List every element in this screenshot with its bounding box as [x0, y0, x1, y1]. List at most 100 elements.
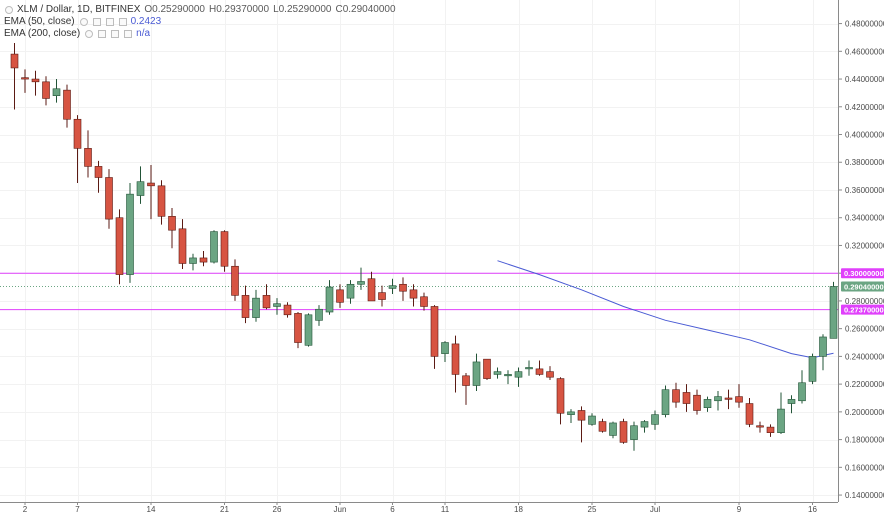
candle [724, 397, 733, 400]
candle [735, 396, 743, 403]
price-label-badge[interactable] [841, 268, 884, 279]
candle [210, 231, 218, 263]
price-axis-label: 0.32000000 [845, 241, 884, 250]
candle [808, 356, 817, 382]
price-label-text: 0.30000000 [844, 269, 884, 278]
indicator-value: 0.2423 [130, 16, 162, 27]
price-axis-label: 0.48000000 [845, 20, 884, 29]
candle [619, 421, 628, 443]
time-axis-label: 11 [441, 505, 450, 514]
candle [609, 422, 617, 436]
candle [126, 193, 134, 275]
candle [252, 297, 260, 318]
candle [294, 313, 302, 343]
candle [756, 425, 764, 428]
eye-icon[interactable] [5, 5, 13, 14]
candle [567, 411, 575, 415]
settings-icon[interactable] [98, 29, 107, 38]
settings-icon[interactable] [92, 17, 101, 26]
time-axis-label: 16 [808, 505, 817, 514]
candle [493, 371, 502, 375]
indicator-value: n/a [136, 28, 151, 39]
price-axis-label: 0.38000000 [845, 158, 884, 167]
candle [745, 403, 754, 425]
ema50-line [497, 260, 834, 359]
candle [115, 217, 124, 275]
candle [399, 283, 407, 292]
price-label-text: 0.29040000 [844, 283, 884, 292]
candle [766, 426, 775, 433]
price-axis-label: 0.26000000 [845, 325, 884, 334]
candle [640, 421, 649, 428]
symbol-legend: XLM / Dollar, 1D, BITFINEX O0.25290000 H… [4, 4, 396, 15]
candle [577, 410, 586, 421]
candle [315, 308, 323, 321]
candle [420, 296, 428, 307]
more-icon[interactable] [118, 17, 127, 26]
candle [546, 371, 554, 378]
candle [84, 148, 92, 167]
time-axis-label: 26 [273, 505, 282, 514]
time-axis-label: 7 [75, 505, 80, 514]
indicator-ema200[interactable]: EMA (200, close) n/a [4, 28, 150, 39]
indicator-ema50[interactable]: EMA (50, close) 0.2423 [4, 16, 161, 27]
eye-icon[interactable] [79, 17, 88, 26]
candle [178, 228, 187, 264]
candle [63, 89, 71, 120]
candle [556, 378, 565, 414]
ohlc-low: L0.25290000 [273, 4, 332, 15]
price-axis-label: 0.34000000 [845, 214, 884, 223]
price-axis-label: 0.28000000 [845, 297, 884, 306]
candle [325, 286, 334, 313]
candle [21, 77, 29, 80]
candle [336, 289, 344, 303]
candle [525, 367, 533, 370]
time-axis-label: 18 [514, 505, 523, 514]
candle [52, 88, 61, 96]
candle [462, 375, 470, 386]
candle [357, 281, 365, 285]
time-axis-label: 25 [588, 505, 597, 514]
candle [42, 81, 50, 99]
close-icon[interactable] [105, 17, 114, 26]
candle [535, 368, 544, 375]
candle [829, 286, 838, 339]
candle [661, 389, 670, 415]
price-label-badge[interactable] [841, 304, 884, 315]
candle [157, 185, 166, 217]
candle [147, 182, 155, 187]
candle [31, 78, 40, 83]
candle [94, 166, 103, 178]
ohlc-high: H0.29370000 [209, 4, 270, 15]
candle [346, 283, 355, 299]
candle [693, 394, 701, 411]
candle [504, 374, 512, 377]
candle [409, 289, 418, 299]
price-axis-label: 0.24000000 [845, 352, 884, 361]
time-axis-label: Jul [650, 505, 660, 514]
price-axis-label: 0.18000000 [845, 436, 884, 445]
candle [105, 177, 113, 220]
candle [787, 399, 796, 404]
price-label-badge[interactable] [841, 281, 884, 292]
price-axis-label: 0.14000000 [845, 491, 884, 500]
candle [819, 336, 827, 357]
candle [199, 257, 208, 263]
ohlc-open: O0.25290000 [144, 4, 205, 15]
candle [73, 118, 82, 149]
candle [651, 414, 659, 425]
price-axis-label: 0.44000000 [845, 75, 884, 84]
candle [231, 265, 239, 296]
price-label-text: 0.27370000 [844, 306, 884, 315]
candle [430, 306, 439, 357]
candle [483, 358, 491, 379]
close-icon[interactable] [111, 29, 120, 38]
eye-icon[interactable] [85, 29, 94, 38]
more-icon[interactable] [124, 29, 133, 38]
candle [189, 257, 197, 264]
price-axis-label: 0.42000000 [845, 103, 884, 112]
time-axis-label: 9 [737, 505, 742, 514]
candle [367, 278, 376, 302]
